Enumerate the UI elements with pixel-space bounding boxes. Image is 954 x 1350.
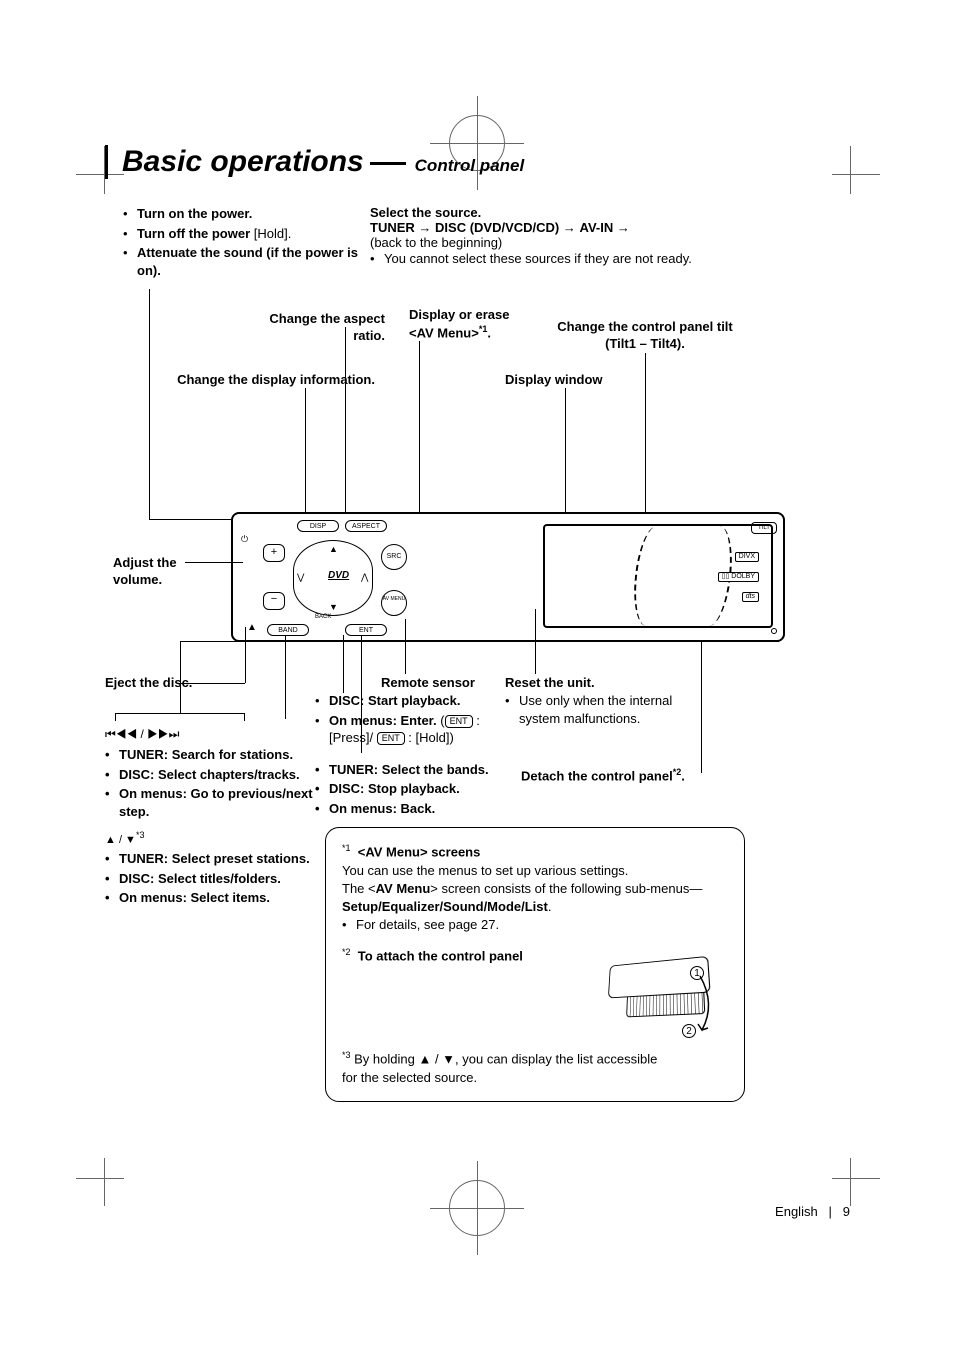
source-chain-tail: (back to the beginning) xyxy=(370,235,850,250)
list-item: TUNER: Select preset stations. xyxy=(105,850,315,868)
list-item: TUNER: Select the bands. xyxy=(315,761,515,779)
list-item: DISC: Select chapters/tracks. xyxy=(105,766,315,784)
crop-mark xyxy=(850,1158,851,1206)
vol-down-button: − xyxy=(263,592,285,610)
leader-line xyxy=(245,627,246,683)
list-item: TUNER: Search for stations. xyxy=(105,746,315,764)
power-icon: ⏻ xyxy=(241,534,248,545)
leader-line xyxy=(535,609,536,674)
footnote-3: *3 By holding ▲ / ▼, you can display the… xyxy=(342,1049,662,1087)
leader-line xyxy=(180,641,181,714)
dolby-logo: ▯▯ DOLBY xyxy=(718,572,759,582)
callout-volume: Adjust the volume. xyxy=(113,555,203,589)
callout-aspect: Change the aspect ratio. xyxy=(255,311,385,345)
nav-instructions: ⏮◀◀ / ▶▶⏭ TUNER: Search for stations. DI… xyxy=(105,713,315,909)
page-content: Basic operations Control panel Turn on t… xyxy=(105,145,850,1205)
callout-reset: Reset the unit. Use only when the intern… xyxy=(505,675,705,729)
callout-display-info: Change the display information. xyxy=(175,372,375,389)
list-item: Attenuate the sound (if the power is on)… xyxy=(123,244,370,279)
list-item: You cannot select these sources if they … xyxy=(370,250,850,268)
crop-mark xyxy=(850,146,851,194)
leader-line xyxy=(405,619,406,674)
leader-line xyxy=(701,641,779,642)
select-source-heading: Select the source. xyxy=(370,205,850,220)
list-item: On menus: Enter. (ENT : [Press]/ ENT : [… xyxy=(315,712,515,747)
aspect-button: ASPECT xyxy=(345,520,387,532)
source-chain: TUNER → DISC (DVD/VCD/CD) → AV-IN → xyxy=(370,220,850,235)
av-menu-button: AV MENU xyxy=(381,590,407,616)
list-item: DISC: Start playback. xyxy=(315,692,515,710)
leader-line xyxy=(185,562,243,563)
up-arrow: ▲ xyxy=(329,544,338,554)
callout-tilt: Change the control panel tilt (Tilt1 – T… xyxy=(545,319,745,353)
divx-logo: DIVX xyxy=(735,552,759,562)
diagram-area: Change the aspect ratio. Change the disp… xyxy=(105,297,850,937)
leader-line xyxy=(180,641,292,642)
arrow-icon xyxy=(696,974,720,1034)
attach-panel-diagram: 1 2 xyxy=(596,962,726,1042)
list-item: On menus: Go to previous/next step. xyxy=(105,785,315,820)
leader-line xyxy=(345,327,346,517)
page-footer: English | 9 xyxy=(775,1204,850,1219)
leader-line xyxy=(343,635,344,693)
callout-detach: Detach the control panel*2. xyxy=(521,767,685,785)
eject-button: ▲ xyxy=(247,622,257,633)
list-item: DISC: Stop playback. xyxy=(315,780,515,798)
list-item: For details, see page 27. xyxy=(342,916,728,934)
device-diagram: DISP ASPECT SRC AV MENU BAND ENT + − ▲ ▼… xyxy=(231,512,785,642)
dts-logo: dts xyxy=(742,592,759,602)
page-title-block: Basic operations Control panel xyxy=(105,145,850,179)
footnotes-box: *1 <AV Menu> screens You can use the men… xyxy=(325,827,745,1102)
list-item: DISC: Select titles/folders. xyxy=(105,870,315,888)
list-item: Turn off the power [Hold]. xyxy=(123,225,370,243)
list-item: Turn on the power. xyxy=(123,205,370,223)
footer-page: 9 xyxy=(843,1204,850,1219)
list-item: On menus: Back. xyxy=(315,800,515,818)
band-button: BAND xyxy=(267,624,309,636)
page-subtitle: Control panel xyxy=(415,156,525,175)
leader-line xyxy=(701,641,702,773)
back-label: BACK xyxy=(315,614,331,620)
list-item: Use only when the internal system malfun… xyxy=(505,692,705,727)
leader-line xyxy=(177,683,245,684)
playback-instructions: DISC: Start playback. On menus: Enter. (… xyxy=(315,692,515,819)
leader-line xyxy=(285,635,286,719)
footer-sep: | xyxy=(829,1204,832,1219)
src-button: SRC xyxy=(381,544,407,570)
list-item: On menus: Select items. xyxy=(105,889,315,907)
leader-line xyxy=(565,388,566,528)
down-arrow: ▼ xyxy=(329,602,338,612)
footer-lang: English xyxy=(775,1204,818,1219)
left-arrow: ⋁ xyxy=(297,572,304,583)
title-dash xyxy=(370,162,406,165)
ent-button: ENT xyxy=(345,624,387,636)
source-instructions: Select the source. TUNER → DISC (DVD/VCD… xyxy=(370,205,850,281)
detach-button xyxy=(771,628,777,634)
leader-line xyxy=(645,353,646,521)
right-arrow: ⋀ xyxy=(361,572,368,583)
dvd-logo: DVD xyxy=(328,570,349,581)
top-columns: Turn on the power. Turn off the power [H… xyxy=(105,205,850,281)
leader-line xyxy=(149,289,150,519)
page-title: Basic operations xyxy=(122,145,364,178)
footnote-1: *1 <AV Menu> screens You can use the men… xyxy=(342,842,728,934)
callout-remote: Remote sensor xyxy=(381,675,475,692)
lcd-screen: DIVX ▯▯ DOLBY dts xyxy=(543,524,773,628)
skip-icons: ⏮◀◀ / ▶▶⏭ xyxy=(105,727,315,742)
disp-button: DISP xyxy=(297,520,339,532)
leader-line xyxy=(305,388,306,517)
callout-av-menu: Display or erase <AV Menu>*1. xyxy=(409,307,529,342)
vol-up-button: + xyxy=(263,544,285,562)
power-instructions: Turn on the power. Turn off the power [H… xyxy=(105,205,370,281)
step-2: 2 xyxy=(682,1024,696,1038)
leader-line xyxy=(149,519,231,520)
callout-display-window: Display window xyxy=(505,372,603,389)
updown-icons: ▲ / ▼*3 xyxy=(105,830,315,846)
